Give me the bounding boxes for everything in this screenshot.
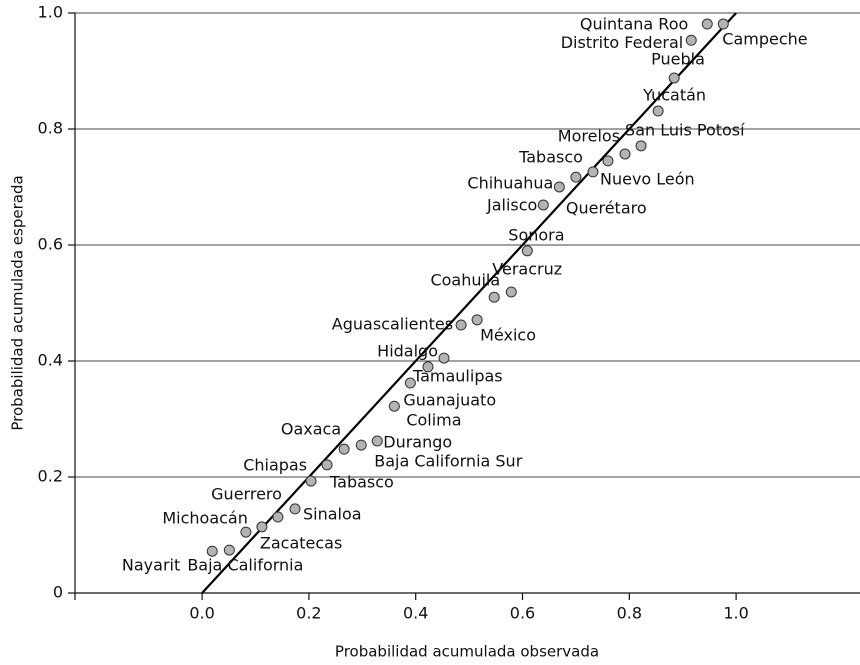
point xyxy=(256,521,268,533)
point xyxy=(338,443,350,455)
point xyxy=(521,245,533,257)
x-tick-label: 0.2 xyxy=(296,604,321,623)
point-label: México xyxy=(480,325,536,344)
point-label: Tabasco xyxy=(518,147,583,166)
point-label: San Luis Potosí xyxy=(625,120,745,139)
point xyxy=(570,171,582,183)
point xyxy=(388,400,400,412)
point-label: Colima xyxy=(406,411,461,430)
point xyxy=(553,181,565,193)
point-label: Hidalgo xyxy=(377,342,438,361)
point-label: Guanajuato xyxy=(403,391,496,410)
point xyxy=(355,439,367,451)
point-label: Distrito Federal xyxy=(561,33,684,52)
y-tick-label: 1.0 xyxy=(38,3,63,22)
point-label: Baja California xyxy=(187,556,303,575)
point-label: Morelos xyxy=(558,126,620,145)
point-label: Jalisco xyxy=(486,195,537,214)
point-label: Durango xyxy=(383,433,452,452)
point-label: Coahuila xyxy=(430,271,500,290)
point xyxy=(635,140,647,152)
x-tick-label: 1.0 xyxy=(723,604,748,623)
point xyxy=(206,545,218,557)
point xyxy=(505,286,517,298)
y-tick-label: 0.8 xyxy=(38,119,63,138)
y-axis-title: Probabilidad acumulada esperada xyxy=(9,175,27,430)
point-label: Campeche xyxy=(722,30,807,49)
point xyxy=(272,511,284,523)
point xyxy=(587,166,599,178)
point-label: Tabasco xyxy=(329,473,394,492)
point-label: Baja California Sur xyxy=(374,452,522,471)
point xyxy=(371,435,383,447)
point-label: Nuevo León xyxy=(600,169,695,188)
point xyxy=(668,72,680,84)
point-label: Zacatecas xyxy=(260,533,342,552)
point-label: Yucatán xyxy=(642,86,706,105)
y-tick-label: 0.6 xyxy=(38,235,63,254)
point-label: Querétaro xyxy=(566,199,647,218)
point xyxy=(438,352,450,364)
y-tick-label: 0.4 xyxy=(38,351,63,370)
point xyxy=(488,291,500,303)
x-tick-label: 0.8 xyxy=(617,604,642,623)
point xyxy=(652,105,664,117)
point xyxy=(602,155,614,167)
x-axis-title: Probabilidad acumulada observada xyxy=(335,643,599,661)
point-label: Veracruz xyxy=(492,259,562,278)
point-label: Michoacán xyxy=(162,509,248,528)
point xyxy=(223,544,235,556)
point xyxy=(717,18,729,30)
point-label: Chiapas xyxy=(243,455,307,474)
point xyxy=(685,34,697,46)
point xyxy=(471,314,483,326)
point xyxy=(422,361,434,373)
point xyxy=(240,526,252,538)
x-tick-label: 0.6 xyxy=(510,604,535,623)
point-label: Sinaloa xyxy=(303,504,362,523)
point-label: Quintana Roo xyxy=(580,15,688,34)
x-tick-label: 0.0 xyxy=(189,604,214,623)
point xyxy=(289,503,301,515)
point-label: Puebla xyxy=(651,49,705,68)
point-label: Aguascalientes xyxy=(332,315,453,334)
point xyxy=(404,377,416,389)
point xyxy=(305,475,317,487)
point-label: Tamaulipas xyxy=(412,366,503,385)
reference-line xyxy=(201,12,737,594)
point-label: Oaxaca xyxy=(281,420,341,439)
point xyxy=(321,459,333,471)
point-label: Guerrero xyxy=(211,485,282,504)
point xyxy=(619,148,631,160)
point xyxy=(537,199,549,211)
point xyxy=(701,18,713,30)
point xyxy=(455,319,467,331)
point-label: Sonora xyxy=(508,225,564,244)
point-label: Chihuahua xyxy=(467,174,553,193)
x-tick-label: 0.4 xyxy=(403,604,428,623)
point-label: Nayarit xyxy=(122,556,180,575)
y-tick-label: 0 xyxy=(53,583,63,602)
y-tick-label: 0.2 xyxy=(38,467,63,486)
